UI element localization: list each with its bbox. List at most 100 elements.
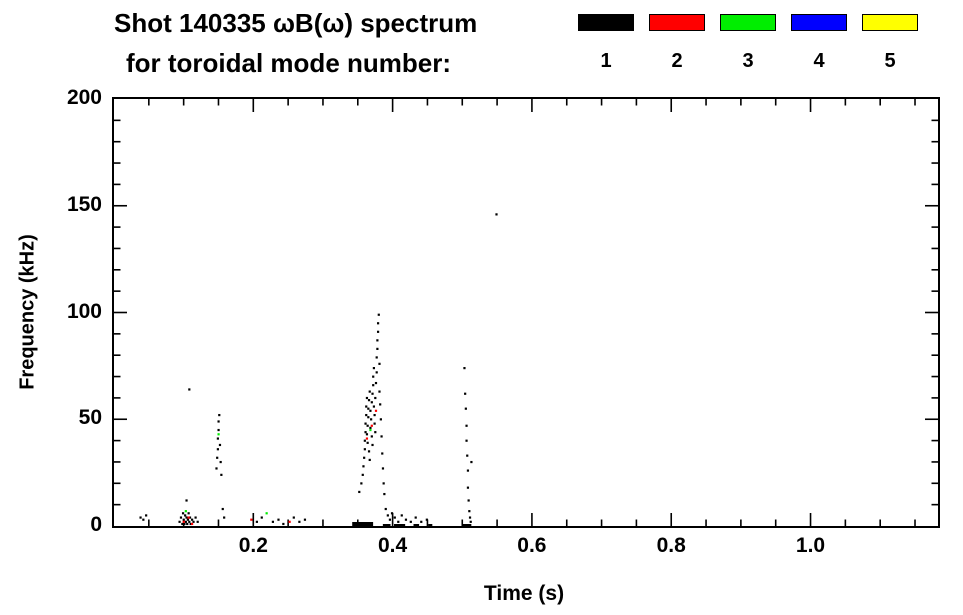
data-point xyxy=(382,482,385,485)
data-point xyxy=(282,522,285,526)
data-point xyxy=(372,405,376,408)
data-point xyxy=(376,330,380,333)
data-point xyxy=(464,392,467,395)
data-point xyxy=(370,435,373,438)
x-tick-label: 0.2 xyxy=(238,534,268,557)
legend-label-mode-5: 5 xyxy=(884,50,896,72)
data-point xyxy=(216,456,219,459)
data-point xyxy=(420,520,423,523)
legend-swatch-mode-5 xyxy=(862,14,918,31)
data-point xyxy=(184,510,187,513)
x-tick-label: 0.4 xyxy=(378,534,408,557)
data-point xyxy=(364,431,367,434)
data-point xyxy=(466,469,470,472)
data-point xyxy=(271,520,275,523)
data-point xyxy=(216,448,219,451)
data-point xyxy=(368,458,371,462)
data-segment xyxy=(462,524,472,526)
data-point xyxy=(376,322,380,325)
data-point xyxy=(404,518,408,521)
data-point xyxy=(191,518,194,521)
data-point xyxy=(292,516,295,519)
data-point xyxy=(495,213,498,216)
data-point xyxy=(361,473,364,476)
legend-label-mode-1: 1 xyxy=(600,50,612,72)
data-point xyxy=(139,516,142,519)
data-point xyxy=(370,424,373,427)
data-point xyxy=(260,516,263,519)
data-point xyxy=(217,433,220,436)
data-point xyxy=(220,473,223,476)
data-point xyxy=(215,467,218,470)
data-point xyxy=(465,439,468,442)
chart-title: Shot 140335 ωB(ω) spectrum xyxy=(114,8,478,38)
data-point xyxy=(374,381,378,385)
data-point xyxy=(366,424,369,427)
data-point xyxy=(468,510,471,513)
data-point xyxy=(376,339,379,342)
data-point xyxy=(369,428,372,432)
data-point xyxy=(182,520,185,523)
data-point xyxy=(369,409,372,412)
y-axis-title: Frequency (kHz) xyxy=(16,234,39,390)
data-point xyxy=(363,439,366,442)
data-point xyxy=(390,512,394,515)
chart-subtitle: for toroidal mode number: xyxy=(126,48,451,78)
data-point xyxy=(363,448,366,451)
legend-swatch-mode-1 xyxy=(578,14,634,31)
data-point xyxy=(265,512,268,515)
legend xyxy=(578,14,918,31)
data-point xyxy=(181,522,184,526)
data-point xyxy=(463,367,466,370)
data-point xyxy=(373,422,376,425)
data-point xyxy=(381,467,385,470)
data-point xyxy=(365,437,369,440)
data-point xyxy=(255,520,258,523)
data-point xyxy=(179,516,183,519)
data-point xyxy=(365,433,369,436)
data-point xyxy=(469,520,472,523)
data-point xyxy=(178,520,181,523)
data-point xyxy=(371,392,374,395)
data-point xyxy=(181,512,185,515)
data-point xyxy=(388,518,392,521)
data-point xyxy=(358,490,361,494)
data-segment xyxy=(428,524,433,526)
plot-area xyxy=(112,97,940,528)
data-point xyxy=(303,518,307,521)
y-tick-label: 200 xyxy=(66,86,102,109)
y-tick-label: 150 xyxy=(66,192,102,216)
x-axis-title: Time (s) xyxy=(483,582,565,605)
data-point xyxy=(191,522,194,526)
data-point xyxy=(372,384,375,387)
data-point xyxy=(372,375,375,378)
data-segment xyxy=(382,524,391,526)
data-point xyxy=(467,499,470,502)
data-point xyxy=(374,409,378,412)
x-tick-label: 1.0 xyxy=(795,534,826,557)
data-point xyxy=(367,450,371,453)
data-point xyxy=(470,460,473,464)
data-point xyxy=(378,390,381,393)
legend-swatch-mode-2 xyxy=(649,14,705,31)
data-point xyxy=(223,516,226,519)
data-point xyxy=(425,518,428,521)
data-point xyxy=(186,522,189,526)
data-point xyxy=(182,518,185,521)
y-tick-label: 50 xyxy=(78,406,102,430)
data-point xyxy=(375,371,378,374)
data-point xyxy=(185,499,188,502)
data-point xyxy=(376,347,379,350)
data-point xyxy=(298,520,301,523)
data-point xyxy=(365,396,369,400)
data-point xyxy=(393,516,396,519)
data-point xyxy=(414,516,417,519)
data-point xyxy=(277,518,280,521)
data-point xyxy=(217,420,220,423)
legend-label-mode-4: 4 xyxy=(813,50,825,72)
data-point xyxy=(186,518,190,521)
data-point xyxy=(400,514,403,517)
data-point xyxy=(364,422,367,425)
data-point xyxy=(363,456,366,459)
